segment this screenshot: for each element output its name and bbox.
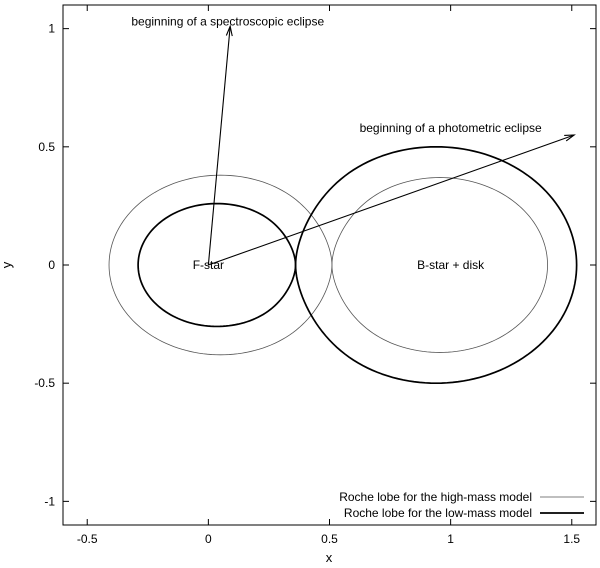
arrow-head-1 [564, 134, 576, 142]
series-1-lobe-0 [137, 202, 297, 328]
x-tick-label: 1.5 [563, 532, 580, 546]
annotation-3: beginning of a photometric eclipse [360, 121, 542, 135]
series-0-lobe-1 [331, 177, 548, 353]
y-tick-label: 0 [48, 258, 55, 272]
ticks: -0.5 0 0.5 1 1.5 -1 -0.5 0 0.5 1 [34, 5, 596, 546]
legend-entry-1: Roche lobe for the low-mass model [344, 506, 532, 520]
annotations: F-star B-star + disk beginning of a spectr… [131, 15, 542, 272]
arrow-0 [207, 26, 231, 266]
arrows [207, 24, 576, 266]
x-tick-label: 1 [447, 532, 454, 546]
annotation-0: F-star [193, 258, 224, 272]
x-tick-label: 0 [205, 532, 212, 546]
series-0-lobe-0 [108, 174, 333, 356]
legend-entry-0: Roche lobe for the high-mass model [339, 490, 532, 504]
arrow-1 [208, 134, 575, 266]
y-tick-label: 1 [48, 22, 55, 36]
plot-frame [62, 4, 597, 526]
y-tick-label: 0.5 [38, 140, 55, 154]
x-tick-label: -0.5 [77, 532, 98, 546]
y-axis-label: y [0, 261, 14, 268]
arrow-head-0 [225, 24, 233, 37]
curves [108, 145, 578, 385]
y-tick-label: -0.5 [34, 376, 55, 390]
x-axis-label: x [326, 550, 333, 565]
x-tick-label: 0.5 [321, 532, 338, 546]
series-1-lobe-1 [294, 145, 578, 385]
annotation-1: B-star + disk [417, 258, 485, 272]
y-tick-label: -1 [44, 494, 55, 508]
legend: Roche lobe for the high-mass model Roche … [339, 490, 584, 520]
annotation-2: beginning of a spectroscopic eclipse [131, 15, 324, 29]
